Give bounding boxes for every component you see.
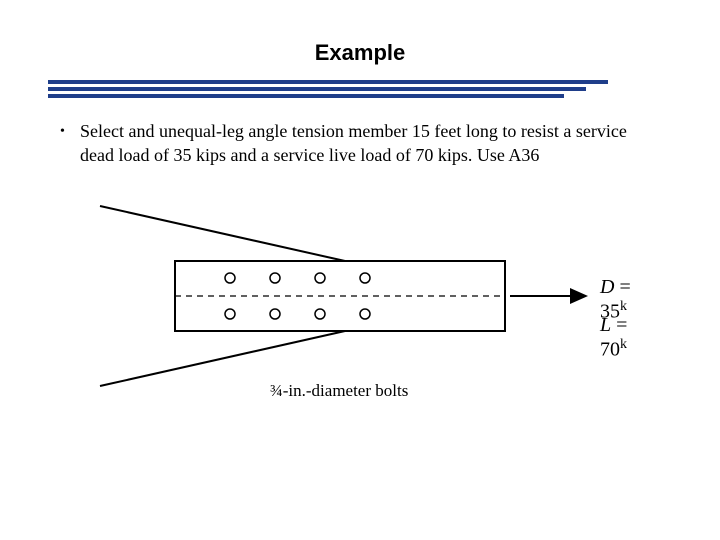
rule-1	[48, 80, 608, 84]
angle-bottom-line	[100, 331, 345, 386]
bolt-hole	[225, 309, 235, 319]
load-L-unit: k	[620, 337, 627, 352]
bolt-hole	[315, 273, 325, 283]
bullet-marker: •	[60, 125, 66, 139]
bullet-text: Select and unequal-leg angle tension mem…	[80, 119, 660, 168]
title-underline-group	[0, 80, 720, 98]
load-D-symbol: D	[600, 276, 614, 298]
bolt-hole	[360, 309, 370, 319]
angle-top-line	[100, 206, 345, 261]
bolt-hole	[315, 309, 325, 319]
slide-title: Example	[0, 40, 720, 66]
bolt-caption: ¾-in.-diameter bolts	[270, 381, 408, 401]
load-D-unit: k	[620, 299, 627, 314]
rule-3	[48, 94, 564, 98]
bullet-item: • Select and unequal-leg angle tension m…	[0, 101, 720, 168]
bolt-hole	[360, 273, 370, 283]
rule-2	[48, 87, 586, 91]
figure: D = 35k L = 70k ¾-in.-diameter bolts	[80, 186, 640, 416]
load-L-symbol: L	[600, 314, 611, 336]
load-L: L = 70k	[600, 314, 640, 362]
bolt-hole	[270, 309, 280, 319]
bolt-caption-b: -diameter bolts	[306, 381, 408, 400]
bolt-hole	[270, 273, 280, 283]
bolt-caption-a: ¾-in.	[270, 381, 306, 400]
force-arrow-head	[570, 288, 588, 304]
load-L-value: 70	[600, 338, 620, 360]
slide: Example • Select and unequal-leg angle t…	[0, 0, 720, 540]
bolt-hole	[225, 273, 235, 283]
